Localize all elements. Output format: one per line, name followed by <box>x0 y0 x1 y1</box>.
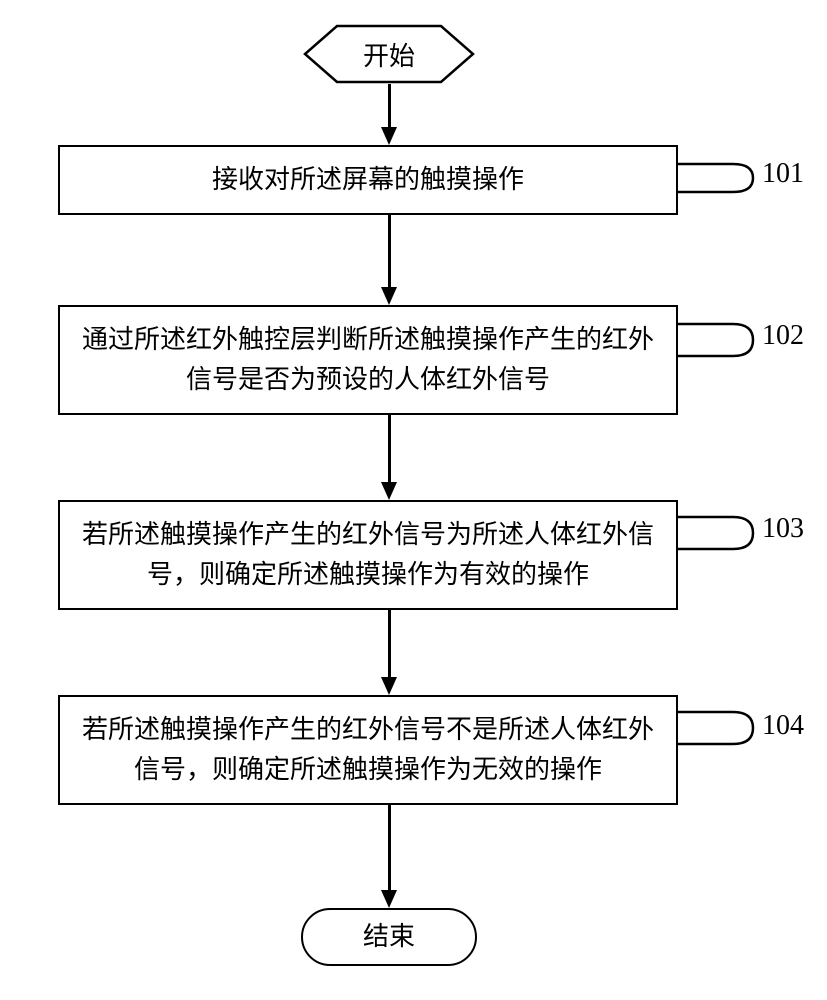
arrow-1 <box>388 84 391 128</box>
arrow-4-head <box>381 677 397 695</box>
arrow-2-head <box>381 287 397 305</box>
start-node-text: 开始 <box>303 24 475 84</box>
arrow-3 <box>388 415 391 483</box>
label-101: 101 <box>762 158 804 190</box>
end-node: 结束 <box>301 908 477 966</box>
step-103-text: 若所述触摸操作产生的红外信号为所述人体红外信号，则确定所述触摸操作为有效的操作 <box>78 515 658 596</box>
label-103: 103 <box>762 513 804 545</box>
connector-102 <box>678 320 760 360</box>
arrow-1-head <box>381 127 397 145</box>
step-101-text: 接收对所述屏幕的触摸操作 <box>212 160 524 200</box>
label-102: 102 <box>762 320 804 352</box>
connector-104 <box>678 708 760 748</box>
connector-101 <box>678 160 760 196</box>
arrow-5-head <box>381 890 397 908</box>
step-103: 若所述触摸操作产生的红外信号为所述人体红外信号，则确定所述触摸操作为有效的操作 <box>58 500 678 610</box>
arrow-3-head <box>381 482 397 500</box>
step-101: 接收对所述屏幕的触摸操作 <box>58 145 678 215</box>
arrow-4 <box>388 610 391 678</box>
step-102-text: 通过所述红外触控层判断所述触摸操作产生的红外信号是否为预设的人体红外信号 <box>78 320 658 401</box>
flowchart-canvas: 开始 接收对所述屏幕的触摸操作 101 通过所述红外触控层判断所述触摸操作产生的… <box>0 0 827 1000</box>
label-104: 104 <box>762 710 804 742</box>
step-104-text: 若所述触摸操作产生的红外信号不是所述人体红外信号，则确定所述触摸操作为无效的操作 <box>78 710 658 791</box>
step-102: 通过所述红外触控层判断所述触摸操作产生的红外信号是否为预设的人体红外信号 <box>58 305 678 415</box>
step-104: 若所述触摸操作产生的红外信号不是所述人体红外信号，则确定所述触摸操作为无效的操作 <box>58 695 678 805</box>
arrow-2 <box>388 215 391 288</box>
connector-103 <box>678 513 760 553</box>
end-label: 结束 <box>363 917 415 957</box>
start-label: 开始 <box>363 36 415 73</box>
arrow-5 <box>388 805 391 891</box>
